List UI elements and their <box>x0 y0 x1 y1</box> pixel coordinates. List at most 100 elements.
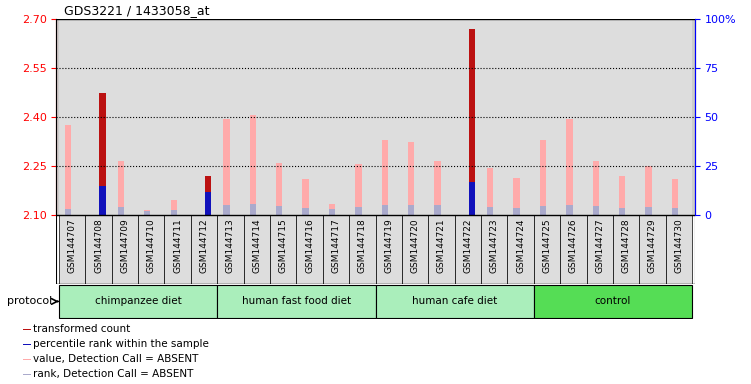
Bar <box>408 205 415 215</box>
Bar <box>481 19 508 215</box>
Bar <box>303 179 309 215</box>
Text: GSM144714: GSM144714 <box>252 218 261 273</box>
Bar <box>619 176 626 215</box>
Bar <box>349 215 376 284</box>
Bar <box>566 205 572 215</box>
Bar <box>355 207 361 215</box>
Text: GSM144719: GSM144719 <box>385 218 394 273</box>
Bar <box>191 215 217 284</box>
Text: GSM144720: GSM144720 <box>411 218 420 273</box>
Bar <box>243 19 270 215</box>
Text: GSM144718: GSM144718 <box>357 218 366 273</box>
Text: GDS3221 / 1433058_at: GDS3221 / 1433058_at <box>64 4 210 17</box>
Bar <box>355 164 361 215</box>
Bar <box>138 215 164 284</box>
Bar <box>508 19 534 215</box>
Text: GSM144722: GSM144722 <box>463 218 472 273</box>
Bar <box>99 93 106 215</box>
Text: GSM144729: GSM144729 <box>648 218 657 273</box>
Bar <box>376 19 402 215</box>
Text: GSM144724: GSM144724 <box>516 218 525 273</box>
Bar <box>205 176 211 215</box>
Bar <box>534 19 560 215</box>
Bar <box>217 215 243 284</box>
Bar <box>329 209 335 215</box>
Bar <box>276 163 282 215</box>
Bar <box>639 19 665 215</box>
Bar <box>170 210 177 215</box>
Text: GSM144715: GSM144715 <box>279 218 288 273</box>
Bar <box>487 207 493 215</box>
Text: GSM144710: GSM144710 <box>146 218 155 273</box>
Bar <box>376 285 534 318</box>
Bar <box>223 119 230 215</box>
Bar <box>112 19 138 215</box>
Bar <box>428 215 454 284</box>
Bar <box>566 119 572 215</box>
Text: transformed count: transformed count <box>33 324 131 334</box>
Bar <box>469 182 475 215</box>
Bar <box>59 215 86 284</box>
Bar <box>671 208 678 215</box>
Text: GSM144728: GSM144728 <box>622 218 631 273</box>
Bar <box>23 344 31 345</box>
Bar <box>99 186 106 215</box>
Bar <box>23 359 31 360</box>
Text: GSM144716: GSM144716 <box>305 218 314 273</box>
Text: value, Detection Call = ABSENT: value, Detection Call = ABSENT <box>33 354 199 364</box>
Bar <box>613 19 639 215</box>
Bar <box>428 19 454 215</box>
Bar <box>613 215 639 284</box>
Bar <box>434 205 441 215</box>
Text: protocol: protocol <box>8 296 53 306</box>
Bar <box>534 285 692 318</box>
Bar <box>170 200 177 215</box>
Text: GSM144721: GSM144721 <box>437 218 446 273</box>
Bar <box>382 205 388 215</box>
Bar <box>329 204 335 215</box>
Text: GSM144711: GSM144711 <box>173 218 182 273</box>
Bar <box>323 215 349 284</box>
Bar <box>59 285 217 318</box>
Bar <box>144 211 150 215</box>
Bar <box>138 19 164 215</box>
Bar <box>349 19 376 215</box>
Bar <box>118 207 124 215</box>
Text: GSM144727: GSM144727 <box>596 218 605 273</box>
Bar <box>303 208 309 215</box>
Text: GSM144723: GSM144723 <box>490 218 499 273</box>
Bar <box>223 205 230 215</box>
Bar <box>645 166 652 215</box>
Bar <box>249 204 256 215</box>
Bar <box>23 329 31 331</box>
Bar <box>243 215 270 284</box>
Text: GSM144713: GSM144713 <box>226 218 235 273</box>
Text: GSM144709: GSM144709 <box>120 218 129 273</box>
Bar <box>434 161 441 215</box>
Bar <box>514 177 520 215</box>
Text: human cafe diet: human cafe diet <box>412 296 497 306</box>
Bar <box>382 140 388 215</box>
Bar <box>469 29 475 215</box>
Bar <box>217 19 243 215</box>
Bar <box>587 19 613 215</box>
Text: rank, Detection Call = ABSENT: rank, Detection Call = ABSENT <box>33 369 194 379</box>
Bar <box>249 116 256 215</box>
Bar <box>376 215 402 284</box>
Bar <box>270 19 297 215</box>
Bar <box>454 215 481 284</box>
Bar <box>402 19 428 215</box>
Bar <box>508 215 534 284</box>
Bar <box>205 192 211 215</box>
Bar <box>665 19 692 215</box>
Text: GSM144708: GSM144708 <box>94 218 103 273</box>
Text: GSM144717: GSM144717 <box>331 218 340 273</box>
Bar <box>560 19 587 215</box>
Text: percentile rank within the sample: percentile rank within the sample <box>33 339 210 349</box>
Bar <box>645 207 652 215</box>
Bar <box>276 206 282 215</box>
Bar <box>593 161 599 215</box>
Text: human fast food diet: human fast food diet <box>242 296 351 306</box>
Text: GSM144707: GSM144707 <box>68 218 77 273</box>
Bar <box>65 209 71 215</box>
